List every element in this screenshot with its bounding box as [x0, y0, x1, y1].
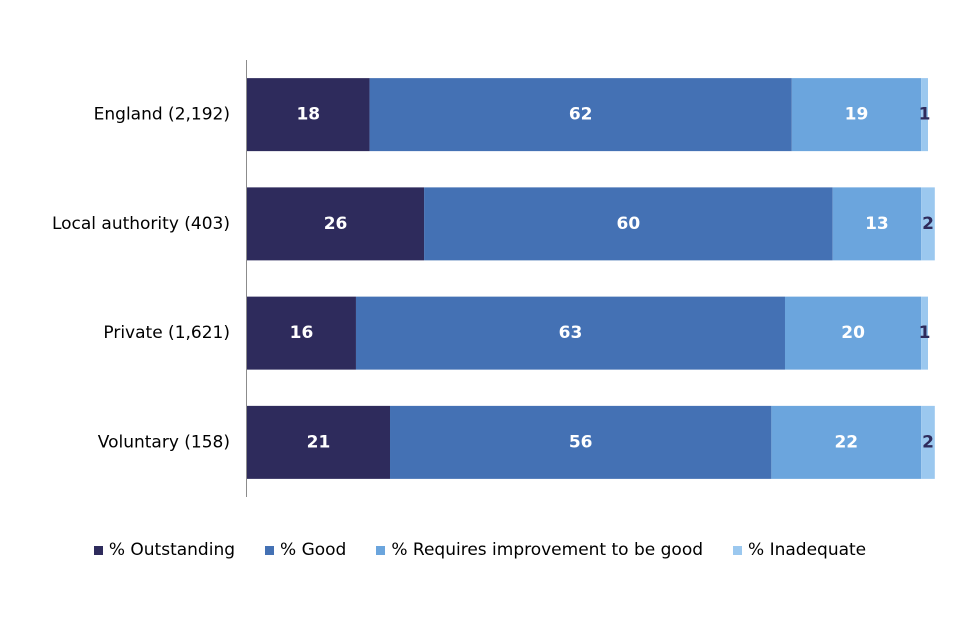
data-label: 18	[296, 105, 320, 125]
bar-segment	[247, 296, 356, 370]
legend-swatch	[733, 545, 743, 555]
legend-swatch	[265, 545, 275, 555]
bar-segment	[921, 405, 935, 479]
data-label: 2	[922, 432, 934, 452]
legend-item: % Good	[265, 540, 346, 560]
legend-label: % Outstanding	[108, 540, 236, 560]
data-label: 63	[559, 323, 583, 343]
data-label: 26	[324, 214, 348, 234]
data-label: 19	[845, 105, 869, 125]
data-label: 2	[922, 214, 934, 234]
bar-segment	[424, 187, 833, 261]
bar-segment	[832, 187, 922, 261]
chart-legend: % Outstanding % Good % Requires improvemen…	[0, 536, 960, 564]
bar-segment	[784, 296, 922, 370]
bar-segment	[771, 405, 922, 479]
bar-segment	[369, 78, 792, 152]
data-label: 13	[865, 214, 889, 234]
data-label: 1	[919, 105, 931, 125]
legend-label: % Good	[280, 540, 347, 560]
legend-label: % Requires improvement to be good	[391, 540, 704, 560]
category-label: Voluntary (158)	[98, 432, 230, 452]
category-label: Private (1,621)	[103, 323, 230, 343]
legend-item: % Inadequate	[733, 540, 866, 560]
legend-label: % Inadequate	[748, 540, 867, 560]
bars-group: 18 62 19 126 60 13 216 63 20 121 56 22 2	[247, 78, 935, 479]
data-label: 21	[307, 432, 331, 452]
bar-segment	[247, 405, 391, 479]
bar-segment	[390, 405, 772, 479]
data-label: 1	[919, 323, 931, 343]
legend-swatch	[93, 545, 103, 555]
bar-segment	[247, 78, 370, 152]
data-label: 20	[841, 323, 865, 343]
data-label: 16	[290, 323, 314, 343]
category-label: Local authority (403)	[52, 214, 230, 234]
data-label: 62	[569, 105, 593, 125]
data-label: 22	[834, 432, 858, 452]
bar-segment	[921, 187, 935, 261]
legend-item: % Requires improvement to be good	[376, 540, 703, 560]
bar-segment	[247, 187, 425, 261]
bar-segment	[921, 78, 928, 152]
bar-segment	[791, 78, 922, 152]
legend-swatch	[376, 545, 386, 555]
legend-item: % Outstanding	[93, 540, 236, 560]
data-label: 56	[569, 432, 593, 452]
data-label: 60	[617, 214, 641, 234]
bar-segment	[355, 296, 785, 370]
category-label: England (2,192)	[94, 105, 230, 125]
bar-segment	[921, 296, 928, 370]
